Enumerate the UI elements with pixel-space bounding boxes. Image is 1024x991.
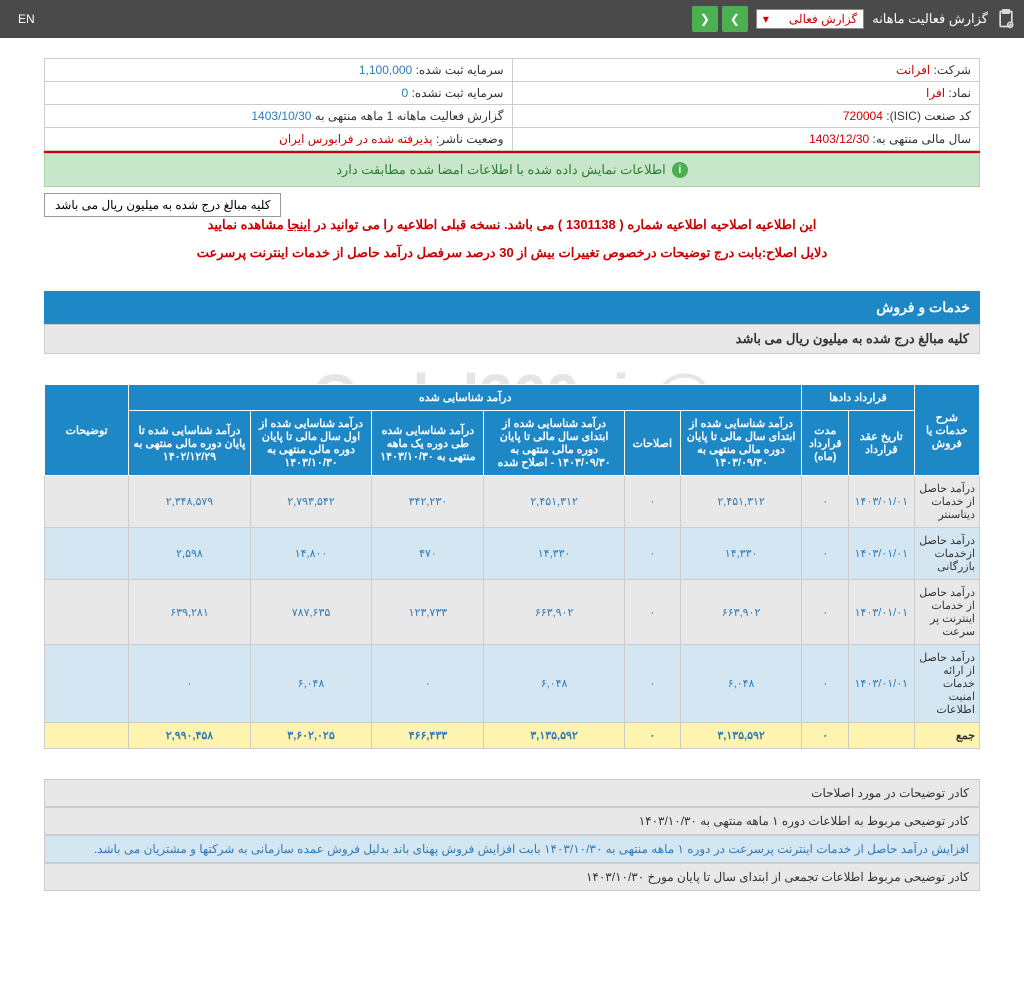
cell-v2: ۰ xyxy=(624,476,680,528)
symbol-value: افرا xyxy=(926,86,945,100)
th-date: تاریخ عقد قرارداد xyxy=(849,411,914,476)
page-title: گزارش فعالیت ماهانه xyxy=(872,11,988,27)
cell-duration: ۰ xyxy=(802,476,849,528)
cell-date: ۱۴۰۳/۰۱/۰۱ xyxy=(849,580,914,645)
cell-v6: ۰ xyxy=(129,645,251,723)
total-label: جمع xyxy=(914,723,979,749)
capital-unreg-label: سرمایه ثبت نشده: xyxy=(412,86,504,100)
income-table: شرح خدمات یا فروش قرارداد دادها درآمد شن… xyxy=(44,384,980,749)
isic-value: 720004 xyxy=(843,109,883,123)
report-label: گزارش فعالیت ماهانه 1 ماهه منتهی به xyxy=(315,109,504,123)
cell-duration: ۰ xyxy=(802,580,849,645)
report-date: 1403/10/30 xyxy=(251,109,311,123)
cell-date: ۱۴۰۳/۰۱/۰۱ xyxy=(849,528,914,580)
capital-reg-label: سرمایه ثبت شده: xyxy=(416,63,504,77)
th-c4: درآمد شناسایی شده طی دوره یک ماهه منتهی … xyxy=(372,411,484,476)
cell-v2: ۰ xyxy=(624,528,680,580)
table-total-row: جمع ۰ ۳,۱۳۵,۵۹۲ ۰ ۳,۱۳۵,۵۹۲ ۴۶۶,۴۳۳ ۳,۶۰… xyxy=(45,723,980,749)
cell-notes xyxy=(45,476,129,528)
cell-v2: ۰ xyxy=(624,580,680,645)
cell-v4: ۱۲۳,۷۳۳ xyxy=(372,580,484,645)
cell-v5: ۲,۷۹۳,۵۴۲ xyxy=(250,476,372,528)
report-dropdown[interactable]: گزارش فعالی ▾ xyxy=(756,9,864,29)
signature-match-banner: i اطلاعات نمایش داده شده با اطلاعات امضا… xyxy=(44,153,980,187)
description-section: کادر توضیحات در مورد اصلاحات کادر توضیحی… xyxy=(44,779,980,891)
cell-notes xyxy=(45,645,129,723)
nav-prev-button[interactable]: ❮ xyxy=(692,6,718,32)
row-label: درآمد حاصل از خدمات اینترنت پر سرعت xyxy=(914,580,979,645)
th-c5: درآمد شناسایی شده از اول سال مالی تا پای… xyxy=(250,411,372,476)
th-c1: درآمد شناسایی شده از ابتدای سال مالی تا … xyxy=(680,411,802,476)
nav-next-button[interactable]: ❯ xyxy=(722,6,748,32)
amendment-reason: دلایل اصلاح:بابت درج توضیحات درخصوص تغیی… xyxy=(44,245,980,261)
cell-v5: ۷۸۷,۶۳۵ xyxy=(250,580,372,645)
table-row: درآمد حاصل ازخدمات بازرگانی ۱۴۰۳/۰۱/۰۱ ۰… xyxy=(45,528,980,580)
th-contract: قرارداد دادها xyxy=(802,385,914,411)
cell-v1: ۲,۴۵۱,۳۱۲ xyxy=(680,476,802,528)
cell-v6: ۶۳۹,۲۸۱ xyxy=(129,580,251,645)
top-bar: گزارش فعالیت ماهانه گزارش فعالی ▾ ❯ ❮ EN xyxy=(0,0,1024,38)
th-c6: درآمد شناسایی شده تا پایان دوره مالی منت… xyxy=(129,411,251,476)
isic-label: کد صنعت (ISIC): xyxy=(886,109,971,123)
cell-v2: ۰ xyxy=(624,645,680,723)
publisher-label: وضعیت ناشر: xyxy=(436,132,504,146)
lang-switch[interactable]: EN xyxy=(8,12,45,26)
unit-note-box: کلیه مبالغ درج شده به میلیون ریال می باش… xyxy=(44,193,281,217)
table-row: درآمد حاصل از خدمات اینترنت پر سرعت ۱۴۰۳… xyxy=(45,580,980,645)
info-icon: i xyxy=(672,162,688,178)
amendment-notice: این اطلاعیه اصلاحیه اطلاعیه شماره ( 1301… xyxy=(44,217,980,233)
sub-header-unit: کلیه مبالغ درج شده به میلیون ریال می باش… xyxy=(44,324,980,354)
cell-notes xyxy=(45,528,129,580)
cell-date: ۱۴۰۳/۰۱/۰۱ xyxy=(849,645,914,723)
cell-v3: ۱۴,۳۳۰ xyxy=(484,528,624,580)
desc-row-4: کادر توضیحی مربوط اطلاعات تجمعی از ابتدا… xyxy=(44,863,980,891)
cell-duration: ۰ xyxy=(802,528,849,580)
th-c3: درآمد شناسایی شده از ابتدای سال مالی تا … xyxy=(484,411,624,476)
cell-v3: ۲,۴۵۱,۳۱۲ xyxy=(484,476,624,528)
cell-v1: ۶۶۳,۹۰۲ xyxy=(680,580,802,645)
chevron-down-icon: ▾ xyxy=(763,12,769,26)
section-header-services: خدمات و فروش xyxy=(44,291,980,324)
th-c2: اصلاحات xyxy=(624,411,680,476)
company-info-table: شرکت: افرانت سرمایه ثبت شده: 1,100,000 ن… xyxy=(44,58,980,151)
cell-v3: ۶۶۳,۹۰۲ xyxy=(484,580,624,645)
cell-v5: ۱۴,۸۰۰ xyxy=(250,528,372,580)
th-desc: شرح خدمات یا فروش xyxy=(914,385,979,476)
cell-v5: ۶,۰۴۸ xyxy=(250,645,372,723)
cell-v4: ۴۷۰ xyxy=(372,528,484,580)
symbol-label: نماد: xyxy=(948,86,971,100)
clipboard-icon xyxy=(996,7,1016,31)
cell-v1: ۶,۰۴۸ xyxy=(680,645,802,723)
company-value: افرانت xyxy=(896,63,930,77)
cell-date: ۱۴۰۳/۰۱/۰۱ xyxy=(849,476,914,528)
row-label: درآمد حاصل از خدمات دیتاسنتر xyxy=(914,476,979,528)
th-duration: مدت قرارداد (ماه) xyxy=(802,411,849,476)
prev-notice-link[interactable]: اینجا xyxy=(287,217,311,232)
capital-unreg-value: 0 xyxy=(402,86,409,100)
cell-v1: ۱۴,۳۳۰ xyxy=(680,528,802,580)
desc-row-3: افزایش درآمد حاصل از خدمات اینترنت پرسرع… xyxy=(44,835,980,863)
row-label: درآمد حاصل از ارائه خدمات امنیت اطلاعات xyxy=(914,645,979,723)
cell-v6: ۲,۳۴۸,۵۷۹ xyxy=(129,476,251,528)
banner-text: اطلاعات نمایش داده شده با اطلاعات امضا ش… xyxy=(336,162,666,178)
desc-row-2: کادر توضیحی مربوط به اطلاعات دوره ۱ ماهه… xyxy=(44,807,980,835)
dropdown-value: گزارش فعالی xyxy=(789,12,857,26)
fiscal-value: 1403/12/30 xyxy=(809,132,869,146)
table-row: درآمد حاصل از خدمات دیتاسنتر ۱۴۰۳/۰۱/۰۱ … xyxy=(45,476,980,528)
publisher-value: پذیرفته شده در فرابورس ایران xyxy=(279,132,433,146)
cell-notes xyxy=(45,580,129,645)
cell-v4: ۰ xyxy=(372,645,484,723)
th-income: درآمد شناسایی شده xyxy=(129,385,802,411)
desc-row-1: کادر توضیحات در مورد اصلاحات xyxy=(44,779,980,807)
cell-v3: ۶,۰۴۸ xyxy=(484,645,624,723)
row-label: درآمد حاصل ازخدمات بازرگانی xyxy=(914,528,979,580)
cell-v6: ۲,۵۹۸ xyxy=(129,528,251,580)
th-notes: توضیحات xyxy=(45,385,129,476)
company-label: شرکت: xyxy=(933,63,971,77)
cell-duration: ۰ xyxy=(802,645,849,723)
capital-reg-value: 1,100,000 xyxy=(359,63,412,77)
fiscal-label: سال مالی منتهی به: xyxy=(873,132,971,146)
table-row: درآمد حاصل از ارائه خدمات امنیت اطلاعات … xyxy=(45,645,980,723)
cell-v4: ۳۴۲,۲۳۰ xyxy=(372,476,484,528)
